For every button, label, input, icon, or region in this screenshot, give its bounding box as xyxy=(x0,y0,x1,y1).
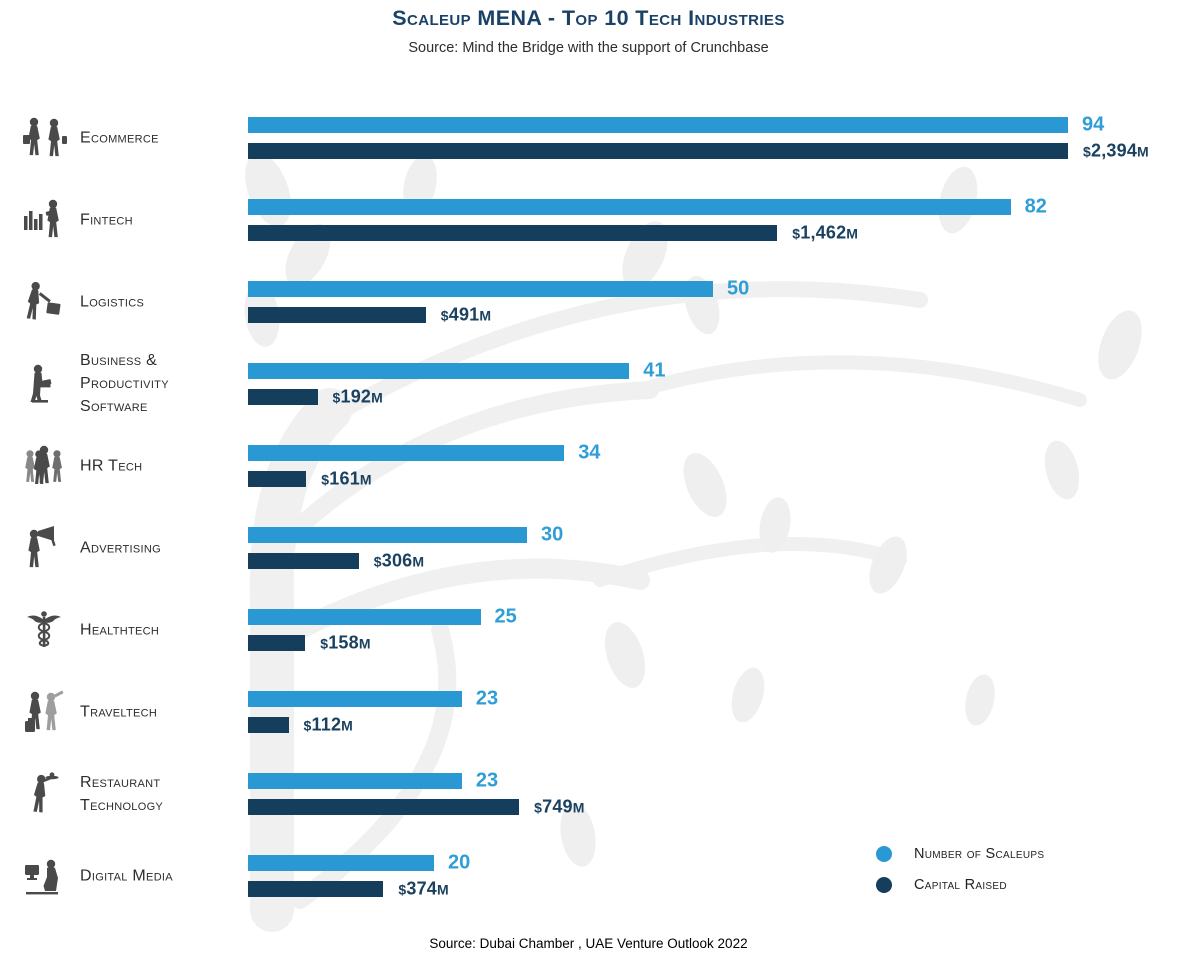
business-software-icon xyxy=(20,359,68,409)
category-label: HR Tech xyxy=(80,457,143,475)
category-label: Restaurant Technology xyxy=(80,773,164,814)
capital-value-label: $491M xyxy=(440,304,492,325)
capital-value-label: $112M xyxy=(303,714,354,735)
capital-bar xyxy=(248,799,520,815)
scaleups-value-label: 30 xyxy=(541,523,564,546)
hr-people-icon xyxy=(20,441,68,491)
capital-value-label: $2,394M xyxy=(1083,140,1149,161)
capital-bar xyxy=(248,389,318,405)
logistics-porter-icon xyxy=(20,277,68,327)
industry-row: Ecommerce 94 $2,394M xyxy=(0,113,1177,161)
capital-value-label: $374M xyxy=(398,878,449,899)
scaleups-bar xyxy=(248,281,713,297)
scaleups-bar xyxy=(248,363,630,379)
legend-item-scaleups: Number of Scaleups xyxy=(876,846,1044,862)
category-label: Business & Productivity Software xyxy=(80,352,169,416)
scaleups-bar xyxy=(248,609,481,625)
scaleups-bar xyxy=(248,855,434,871)
category-label: Ecommerce xyxy=(80,129,159,147)
capital-bar xyxy=(248,471,307,487)
industry-row: Fintech 82 $1,462M xyxy=(0,195,1177,243)
category-label: Traveltech xyxy=(80,703,158,721)
capital-dot-icon xyxy=(876,877,892,893)
capital-value-label: $161M xyxy=(321,468,372,489)
industry-row: Advertising 30 $306M xyxy=(0,523,1177,571)
capital-value-label: $1,462M xyxy=(792,222,859,243)
scaleups-value-label: 23 xyxy=(475,769,499,792)
category-label: Advertising xyxy=(80,539,162,557)
scaleups-value-label: 25 xyxy=(494,605,517,628)
scaleups-bar xyxy=(248,527,527,543)
scaleups-value-label: 50 xyxy=(727,277,750,300)
industry-row: Logistics 50 $491M xyxy=(0,277,1177,325)
capital-value-label: $306M xyxy=(373,550,425,571)
category-label: Logistics xyxy=(80,293,145,311)
traveltech-travelers-icon xyxy=(20,687,68,737)
scaleups-bar xyxy=(248,199,1011,215)
capital-bar xyxy=(248,881,384,897)
scaleups-value-label: 82 xyxy=(1024,195,1047,218)
scaleups-bar xyxy=(248,445,565,461)
industry-row: HR Tech 34 $161M xyxy=(0,441,1177,489)
fintech-person-chart-icon xyxy=(20,195,68,245)
digital-media-icon xyxy=(20,851,68,901)
capital-bar xyxy=(248,143,1068,159)
industry-row: Business & Productivity Software 41 $192… xyxy=(0,352,1177,416)
page-title: Scaleup MENA - Top 10 Tech Industries xyxy=(392,6,785,30)
capital-value-label: $749M xyxy=(534,796,585,817)
footer-source: Source: Dubai Chamber , UAE Venture Outl… xyxy=(429,936,748,951)
chart-header: Scaleup MENA - Top 10 Tech Industries So… xyxy=(0,6,1177,56)
scaleups-bar xyxy=(248,691,462,707)
capital-bar xyxy=(248,553,359,569)
scaleups-bar xyxy=(248,117,1068,133)
category-label: Fintech xyxy=(80,211,133,229)
industry-row: Healthtech 25 $158M xyxy=(0,605,1177,653)
industry-row: Restaurant Technology 23 $749M xyxy=(0,769,1177,817)
legend-label: Number of Scaleups xyxy=(914,846,1045,862)
category-label: Healthtech xyxy=(80,621,160,639)
capital-bar xyxy=(248,225,778,241)
capital-bar xyxy=(248,307,426,323)
capital-value-label: $158M xyxy=(320,632,371,653)
legend-item-capital: Capital Raised xyxy=(876,877,1044,893)
capital-value-label: $192M xyxy=(332,386,384,407)
category-label: Digital Media xyxy=(80,867,173,885)
chart-legend: Number of Scaleups Capital Raised xyxy=(876,846,1044,908)
page-subtitle: Source: Mind the Bridge with the support… xyxy=(408,40,769,56)
scaleups-bar xyxy=(248,773,462,789)
scaleups-value-label: 41 xyxy=(643,359,666,382)
scaleups-dot-icon xyxy=(876,846,892,862)
scaleups-value-label: 34 xyxy=(578,441,601,464)
scaleups-value-label: 20 xyxy=(448,851,471,874)
shoppers-icon xyxy=(20,113,68,163)
scaleups-value-label: 23 xyxy=(475,687,499,710)
restaurant-waiter-icon xyxy=(20,769,68,819)
capital-bar xyxy=(248,717,289,733)
advertising-megaphone-icon xyxy=(20,523,68,573)
industry-row: Traveltech 23 $112M xyxy=(0,687,1177,735)
capital-bar xyxy=(248,635,306,651)
scaleups-value-label: 94 xyxy=(1082,113,1105,136)
legend-label: Capital Raised xyxy=(914,877,1007,893)
healthtech-caduceus-icon xyxy=(20,605,68,655)
